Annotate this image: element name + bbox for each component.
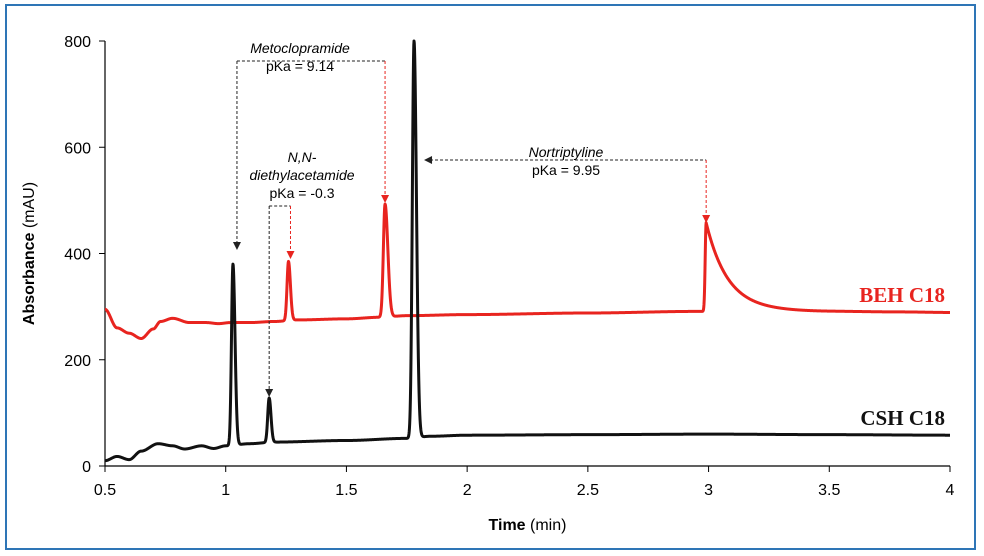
nortriptyline-label: pKa = 9.95: [532, 162, 600, 178]
nortriptyline-csh-arrowhead: [424, 156, 433, 164]
y-axis-ticks: 0 200 400 600 800: [64, 34, 105, 476]
series-label: CSH C18: [860, 406, 945, 430]
x-tick-label: 2.5: [577, 482, 599, 499]
y-axis-title: Absorbance (mAU): [21, 182, 38, 325]
series-lines: [103, 39, 952, 463]
x-tick-label: 1: [221, 482, 230, 499]
chart-frame: 0.5 1 1.5 2 2.5 3 3.5 4 0 200 400 600 800 Metoclopr…: [5, 4, 976, 550]
metoclopramide-label: pKa = 9.14: [266, 58, 334, 74]
nortriptyline-label: Nortriptyline: [529, 144, 604, 160]
peak-annotations: Metoclopramide pKa = 9.14 N,N-diethylaceta…: [232, 40, 711, 397]
metoclopramide-csh-arrowhead: [232, 242, 241, 250]
chromatogram-chart: 0.5 1 1.5 2 2.5 3 3.5 4 0 200 400 600 800 Metoclopr…: [21, 34, 955, 534]
diethylacetamide-label: pKa = -0.3: [270, 185, 335, 201]
y-tick-label: 400: [64, 247, 91, 264]
x-tick-label: 1.5: [335, 482, 357, 499]
metoclopramide-label: Metoclopramide: [250, 40, 350, 56]
series-line-csh-c18: [103, 39, 952, 463]
y-tick-label: 800: [64, 34, 91, 51]
diethylacetamide-label: N,N-: [288, 149, 317, 165]
x-tick-label: 2: [463, 482, 472, 499]
y-tick-label: 600: [64, 140, 91, 157]
diethylacetamide-label: diethylacetamide: [249, 167, 354, 183]
x-axis-ticks: 0.5 1 1.5 2 2.5 3 3.5 4: [94, 466, 955, 499]
series-line-beh-c18: [103, 202, 952, 340]
x-tick-label: 0.5: [94, 482, 116, 499]
metoclopramide-beh-arrowhead: [381, 195, 390, 203]
diethylacetamide-beh-arrowhead: [286, 251, 295, 259]
x-tick-label: 4: [946, 482, 955, 499]
series-labels: BEH C18 CSH C18: [859, 283, 945, 430]
y-tick-label: 200: [64, 353, 91, 370]
series-label: BEH C18: [859, 283, 945, 307]
x-tick-label: 3.5: [818, 482, 840, 499]
nortriptyline-beh-arrowhead: [702, 215, 711, 223]
diethylacetamide-csh-arrowhead: [265, 389, 274, 397]
x-tick-label: 3: [704, 482, 713, 499]
y-tick-label: 0: [82, 459, 91, 476]
x-axis-title: Time (min): [489, 517, 567, 534]
